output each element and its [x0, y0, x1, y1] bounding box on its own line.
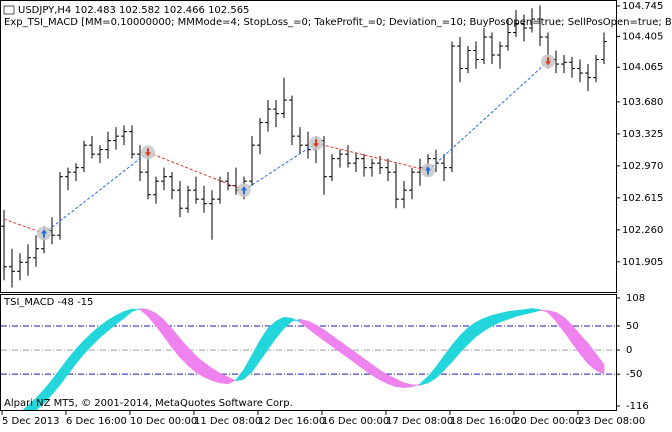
band-segment [595, 353, 605, 375]
zigzag-segment [147, 151, 245, 191]
x-tick-label: 17 Dec 08:00 [386, 416, 453, 427]
y-tick-label: -50 [626, 369, 642, 380]
signal-arrow [545, 57, 551, 66]
expert-info: Exp_TSI_MACD [MM=0.10000000; MMMode=4; S… [4, 17, 672, 28]
y-tick-label: 103.325 [622, 129, 663, 140]
x-tick-label: 11 Dec 08:00 [194, 416, 261, 427]
band-segment [27, 397, 37, 410]
indicator-plot [1, 308, 616, 410]
zigzag-segment [427, 60, 549, 171]
y-tick-label: 102.615 [622, 193, 663, 204]
indicator-title: TSI_MACD -48 -15 [3, 297, 93, 308]
window-icon [3, 5, 15, 15]
zigzag-segment [315, 142, 429, 171]
y-tick-label: 102.970 [622, 161, 663, 172]
x-tick-label: 6 Dec 16:00 [66, 416, 127, 427]
x-tick-label: 18 Dec 16:00 [450, 416, 517, 427]
chart-title: USDJPY,H4 102.483 102.582 102.466 102.56… [18, 5, 249, 16]
y-tick-label: 103.680 [622, 97, 663, 108]
signal-arrow [145, 148, 151, 157]
signal-arrow [41, 229, 47, 238]
signal-arrow [241, 186, 247, 195]
y-tick-label: 50 [626, 321, 639, 332]
x-tick-label: 16 Dec 00:00 [322, 416, 389, 427]
y-tick-label: 104.745 [622, 1, 663, 12]
x-tick-label: 5 Dec 2013 [2, 416, 60, 427]
zigzag-segment [243, 142, 317, 191]
y-tick-label: -116 [626, 401, 649, 412]
y-tick-label: 108 [626, 293, 645, 304]
zigzag-segment [43, 151, 149, 234]
zigzag-segment [3, 218, 45, 234]
y-tick-label: 102.260 [622, 225, 663, 236]
x-tick-label: 23 Dec 08:00 [578, 416, 645, 427]
copyright: Alpari NZ MT5, © 2001-2014, MetaQuotes S… [4, 398, 293, 409]
signal-arrow [425, 166, 431, 175]
x-tick-label: 20 Dec 00:00 [514, 416, 581, 427]
y-tick-label: 104.405 [622, 32, 663, 43]
y-tick-label: 101.905 [622, 257, 663, 268]
band-segment [22, 404, 29, 410]
x-tick-label: 12 Dec 16:00 [258, 416, 325, 427]
signal-arrow [313, 139, 319, 148]
y-tick-label: 0 [626, 345, 632, 356]
x-tick-label: 10 Dec 00:00 [130, 416, 197, 427]
price-plot [1, 5, 607, 288]
y-tick-label: 104.065 [622, 62, 663, 73]
